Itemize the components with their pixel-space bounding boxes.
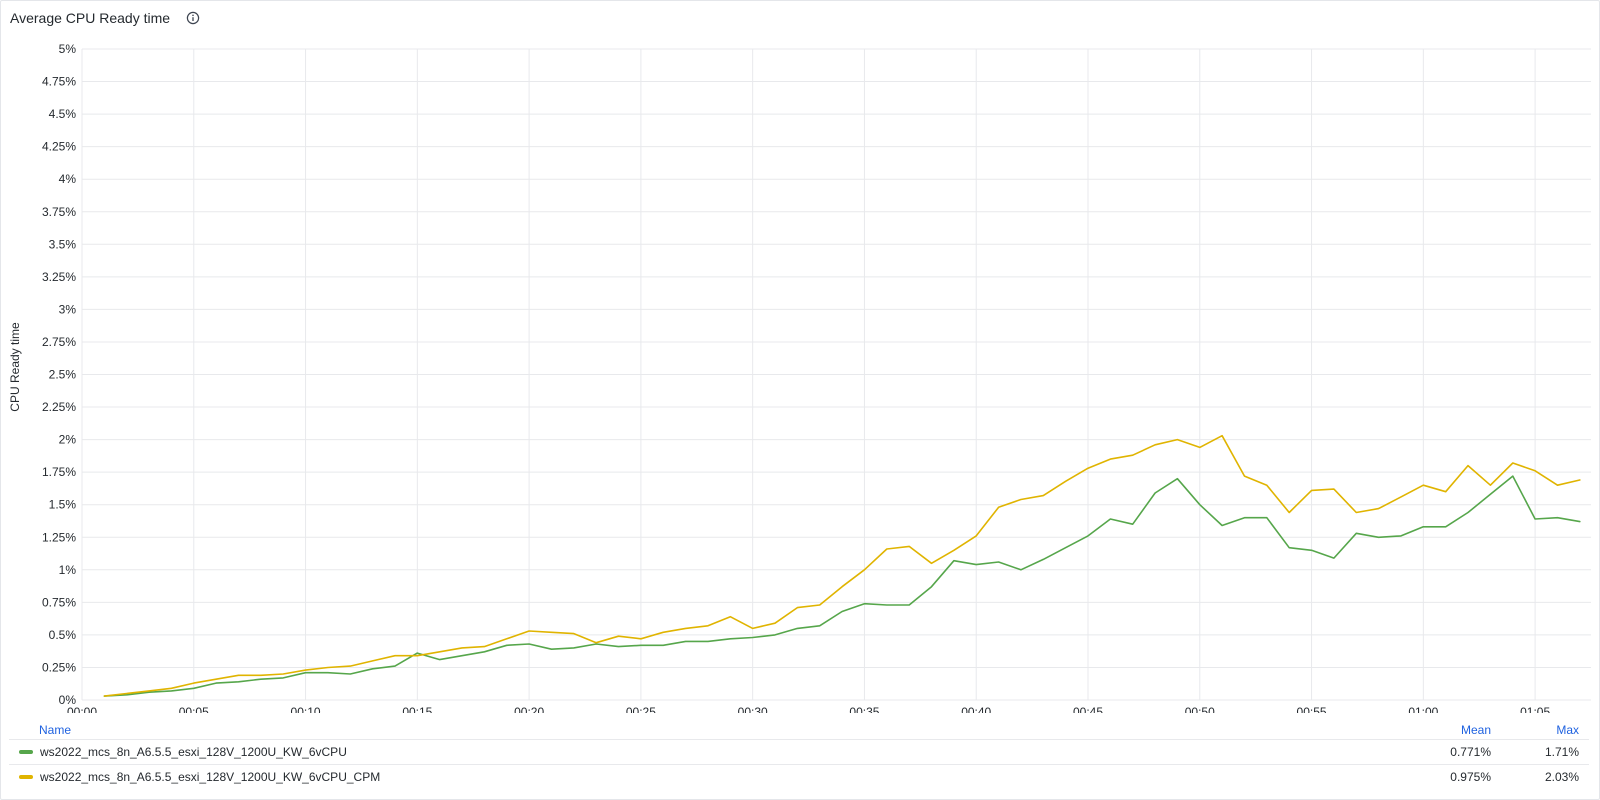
- y-tick-label: 4.75%: [42, 75, 76, 89]
- panel-title: Average CPU Ready time: [10, 10, 171, 26]
- legend-max-value: 1.71%: [1544, 745, 1579, 759]
- legend-header-max[interactable]: Max: [1556, 723, 1579, 737]
- vertical-gridlines: [81, 49, 1536, 700]
- y-tick-label: 1.25%: [42, 530, 76, 544]
- y-tick-label: 3%: [59, 302, 77, 316]
- legend-table: Name Mean Max ws2022_mcs_8n_A6.5.5_esxi_…: [9, 721, 1589, 789]
- legend-row[interactable]: ws2022_mcs_8n_A6.5.5_esxi_128V_1200U_KW_…: [9, 739, 1589, 764]
- legend-swatch: [19, 750, 33, 754]
- y-tick-label: 3.5%: [49, 237, 77, 251]
- x-tick-label: 00:55: [1297, 705, 1327, 713]
- y-tick-label: 0.75%: [42, 595, 76, 609]
- x-tick-label: 00:35: [849, 705, 879, 713]
- series-lines: [103, 434, 1581, 697]
- y-tick-label: 3.25%: [42, 270, 76, 284]
- y-tick-label: 4.25%: [42, 140, 76, 154]
- y-tick-label: 1.5%: [49, 498, 77, 512]
- x-tick-label: 01:00: [1408, 705, 1438, 713]
- y-tick-label: 2.25%: [42, 400, 76, 414]
- legend-row[interactable]: ws2022_mcs_8n_A6.5.5_esxi_128V_1200U_KW_…: [9, 764, 1589, 789]
- x-tick-label: 00:50: [1185, 705, 1215, 713]
- y-tick-label: 0%: [59, 693, 77, 707]
- x-tick-label: 00:10: [291, 705, 321, 713]
- legend-mean-value: 0.771%: [1450, 745, 1491, 759]
- x-tick-label: 00:30: [738, 705, 768, 713]
- y-tick-label: 5%: [59, 42, 77, 56]
- y-tick-label: 4%: [59, 172, 77, 186]
- y-tick-label: 2.75%: [42, 335, 76, 349]
- x-tick-label: 00:20: [514, 705, 544, 713]
- legend-header-name[interactable]: Name: [39, 723, 72, 737]
- y-tick-label: 0.25%: [42, 660, 76, 674]
- x-tick-label: 00:05: [179, 705, 209, 713]
- legend-header-mean[interactable]: Mean: [1460, 723, 1491, 737]
- series-line-1[interactable]: [103, 434, 1581, 697]
- x-axis-tick-labels: 00:00 00:05 00:10 00:15 00:20 00:25 00:30 00:35…: [67, 705, 1550, 713]
- x-tick-label: 00:00: [67, 705, 97, 713]
- x-tick-label: 00:40: [961, 705, 991, 713]
- horizontal-gridlines: [82, 48, 1591, 701]
- y-tick-label: 3.75%: [42, 205, 76, 219]
- legend-header: Name Mean Max: [9, 721, 1589, 739]
- x-tick-label: 00:45: [1073, 705, 1103, 713]
- y-tick-label: 0.5%: [49, 628, 77, 642]
- legend-mean-value: 0.975%: [1450, 770, 1491, 784]
- legend-swatch: [19, 775, 33, 779]
- info-circle-icon[interactable]: [186, 11, 200, 25]
- legend-series-name[interactable]: ws2022_mcs_8n_A6.5.5_esxi_128V_1200U_KW_…: [40, 745, 347, 759]
- y-tick-label: 1%: [59, 563, 77, 577]
- series-line-0[interactable]: [103, 475, 1581, 697]
- y-axis-label: CPU Ready time: [8, 322, 22, 412]
- line-chart[interactable]: 0% 0.25% 0.5% 0.75% 1% 1.25% 1.5% 1.75% 2% 2.25% 2…: [1, 37, 1599, 713]
- legend-max-value: 2.03%: [1544, 770, 1579, 784]
- y-tick-label: 2.5%: [49, 368, 77, 382]
- x-tick-label: 00:15: [402, 705, 432, 713]
- y-tick-label: 4.5%: [49, 107, 77, 121]
- legend-series-name[interactable]: ws2022_mcs_8n_A6.5.5_esxi_128V_1200U_KW_…: [40, 770, 381, 784]
- x-tick-label: 01:05: [1520, 705, 1550, 713]
- y-tick-label: 2%: [59, 433, 77, 447]
- y-tick-label: 1.75%: [42, 465, 76, 479]
- panel-header: Average CPU Ready time: [10, 8, 200, 28]
- x-tick-label: 00:25: [626, 705, 656, 713]
- y-axis-tick-labels: 0% 0.25% 0.5% 0.75% 1% 1.25% 1.5% 1.75% 2% 2.25% 2…: [42, 42, 76, 707]
